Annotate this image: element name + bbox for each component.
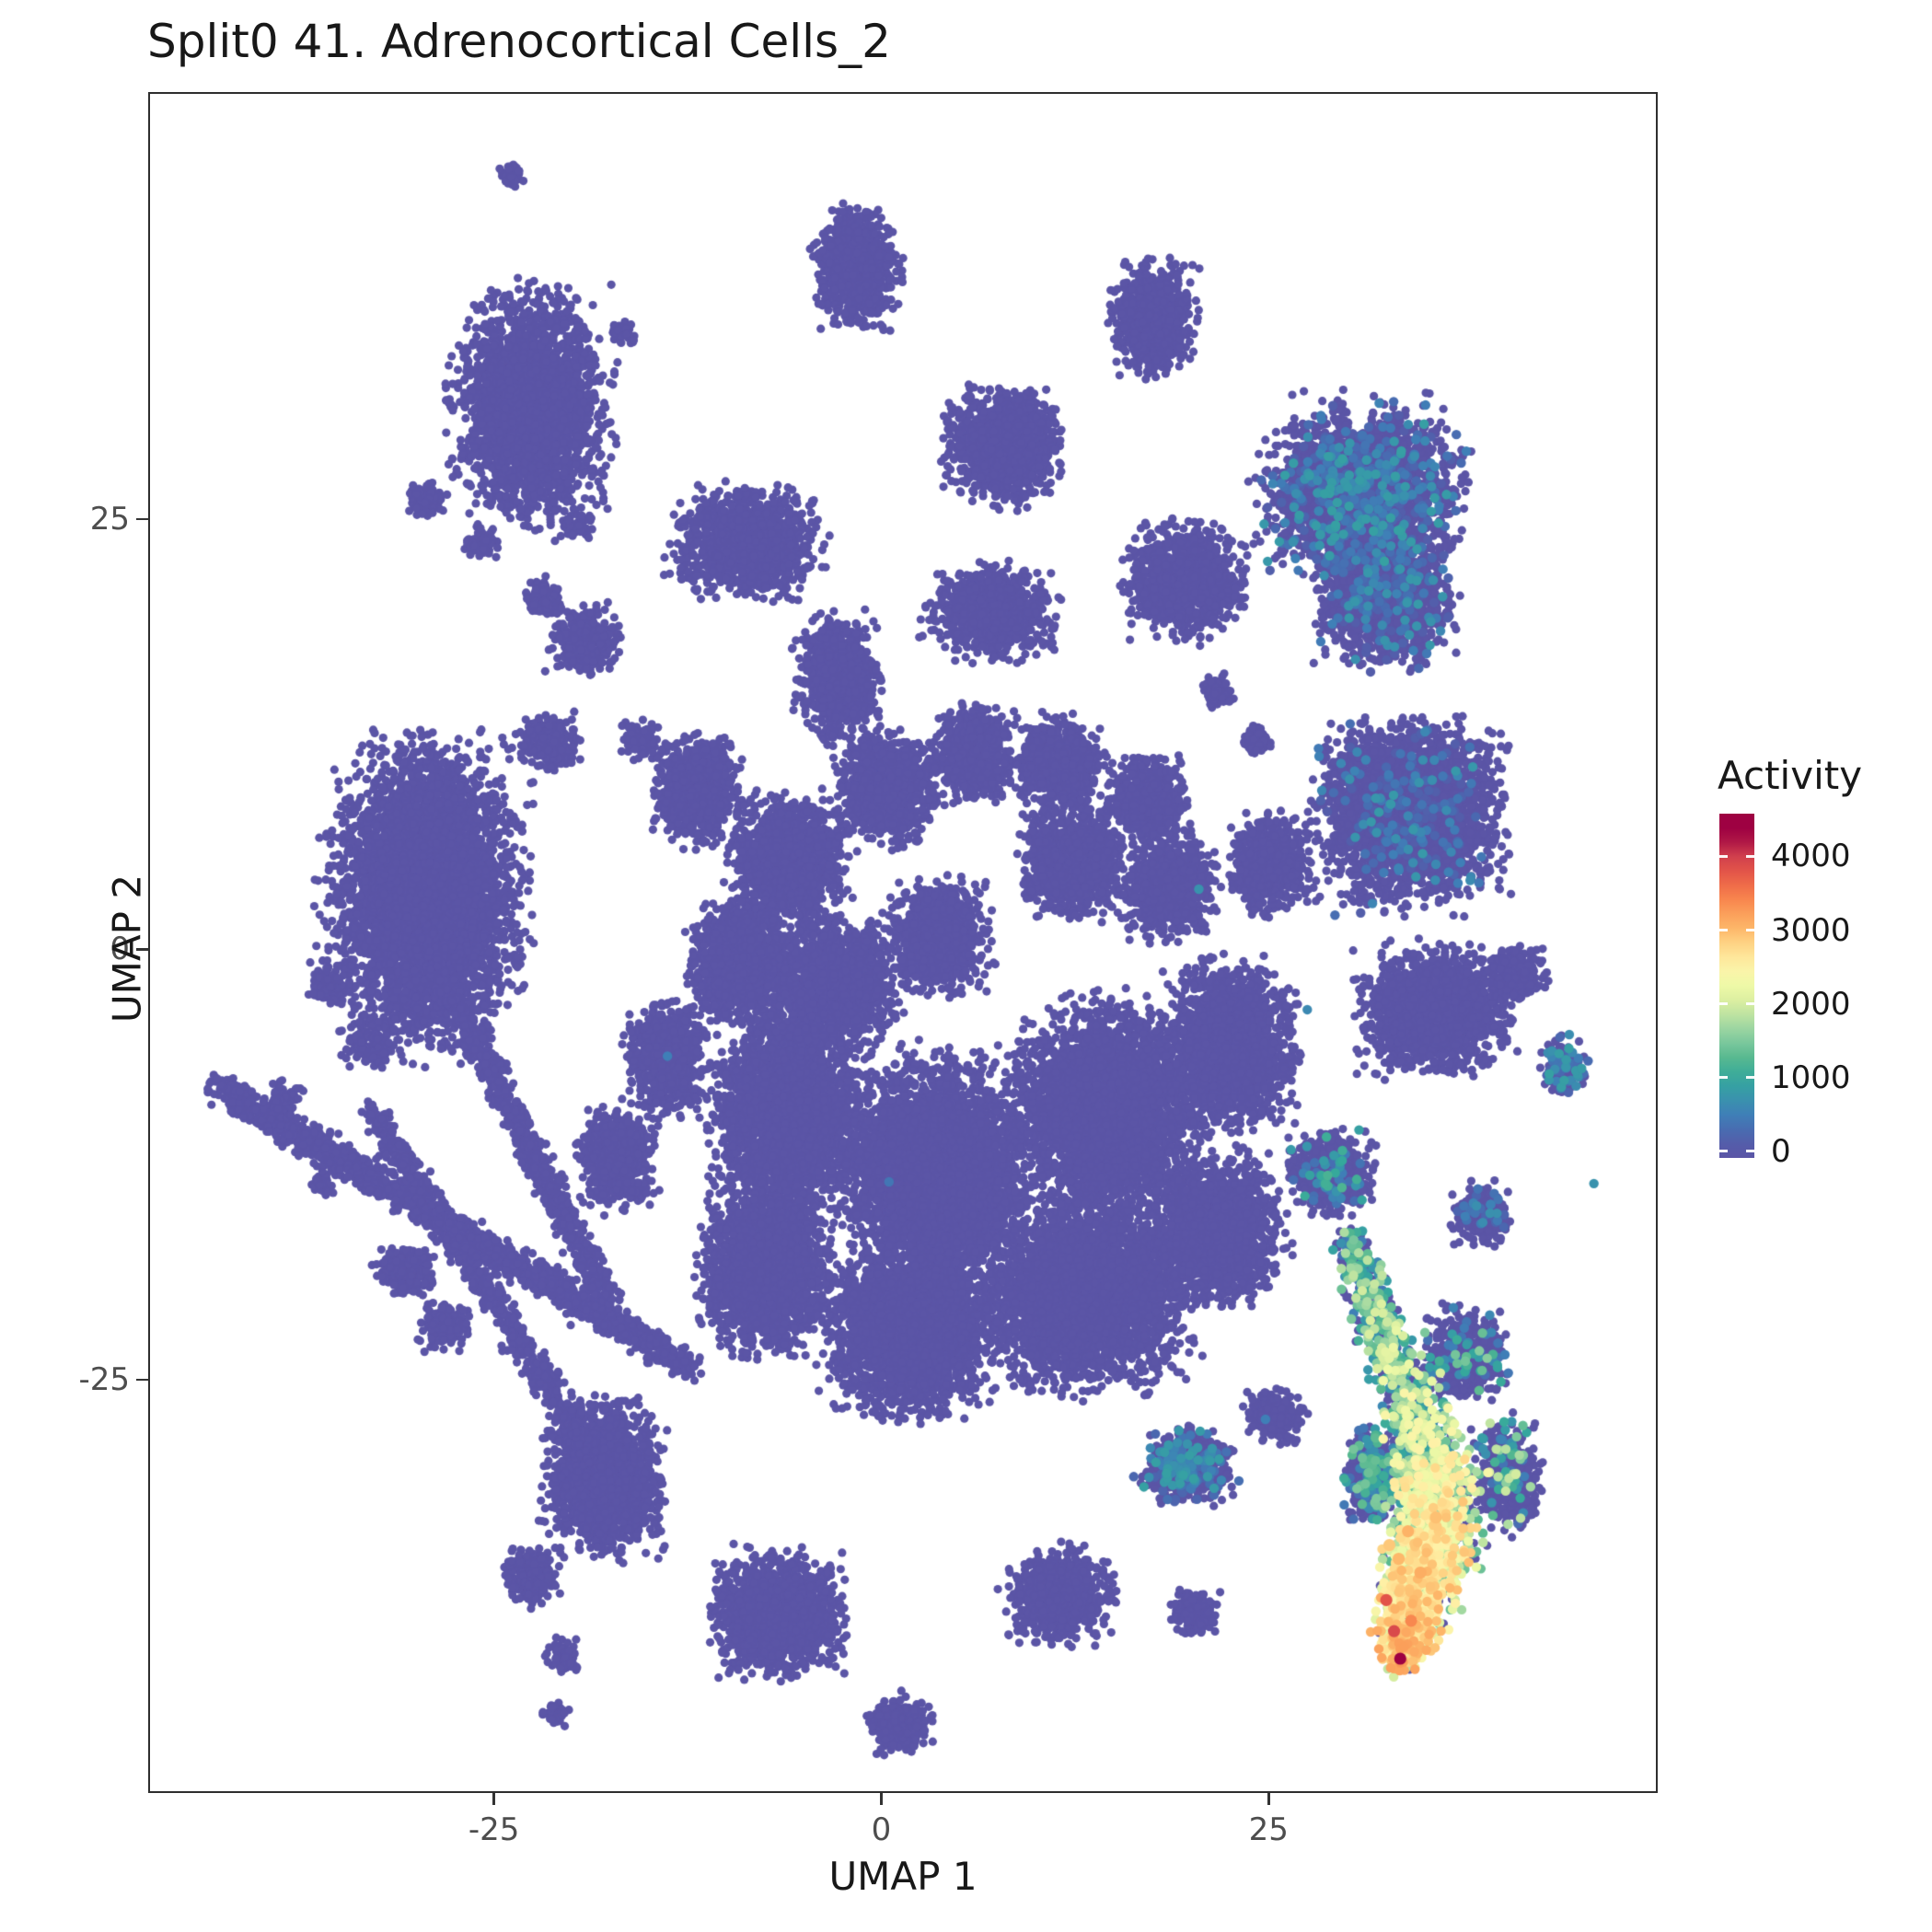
scatter-canvas: [150, 94, 1656, 1791]
legend-tick-mark: [1746, 854, 1754, 858]
legend-tick-label: 4000: [1771, 838, 1851, 875]
legend-tick-mark: [1746, 1150, 1754, 1153]
legend-tick-label: 1000: [1771, 1059, 1851, 1096]
y-axis-title: UMAP 2: [104, 873, 150, 1024]
legend-gradient: [1719, 814, 1754, 1158]
legend-tick-mark: [1719, 1002, 1728, 1006]
legend-tick-mark: [1719, 854, 1728, 858]
y-tick-label: -25: [78, 1361, 130, 1399]
legend: Activity 4000 3000 2000 1000 0: [1714, 753, 1931, 1213]
y-tick-label: 25: [89, 500, 130, 538]
y-tick-label: 0: [110, 931, 130, 968]
x-tick-mark: [492, 1793, 495, 1805]
legend-tick-mark: [1719, 1076, 1728, 1080]
y-tick-mark: [136, 1378, 148, 1382]
legend-tick-label: 3000: [1771, 911, 1851, 949]
legend-tick-mark: [1719, 1150, 1728, 1153]
legend-tick-label: 0: [1771, 1132, 1791, 1170]
plot-title: Split0 41. Adrenocortical Cells_2: [147, 15, 891, 68]
plot-panel: [148, 92, 1658, 1793]
y-tick-mark: [136, 948, 148, 951]
x-tick-label: 0: [871, 1811, 892, 1848]
legend-title: Activity: [1718, 753, 1863, 798]
x-tick-mark: [1267, 1793, 1270, 1805]
x-tick-label: -25: [468, 1811, 520, 1848]
x-tick-label: 25: [1248, 1811, 1289, 1848]
legend-tick-mark: [1719, 929, 1728, 932]
legend-tick-label: 2000: [1771, 985, 1851, 1023]
y-tick-mark: [136, 517, 148, 521]
legend-tick-mark: [1746, 1076, 1754, 1080]
x-tick-mark: [880, 1793, 883, 1805]
legend-tick-mark: [1746, 1002, 1754, 1006]
legend-tick-mark: [1746, 929, 1754, 932]
x-axis-title: UMAP 1: [828, 1854, 978, 1899]
